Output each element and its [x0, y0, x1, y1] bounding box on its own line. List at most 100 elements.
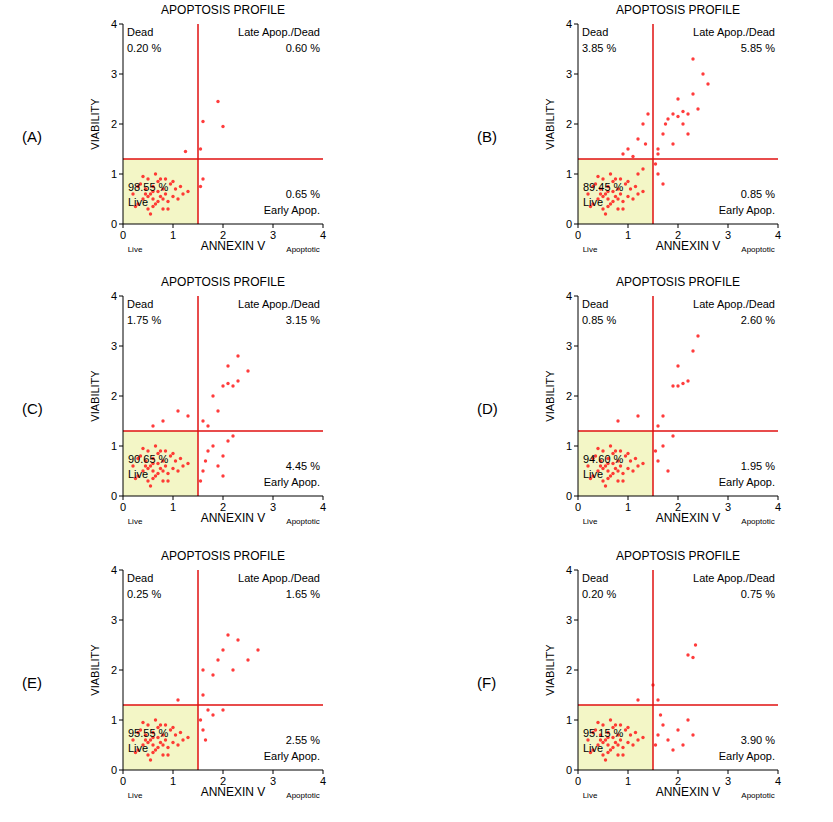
point — [256, 648, 259, 651]
x-tick — [628, 770, 629, 774]
y-tick — [119, 224, 123, 225]
x-end-label: Live — [128, 517, 143, 526]
x-tick-label: 3 — [270, 501, 276, 513]
x-label: ANNEXIN V — [201, 785, 266, 799]
point — [641, 190, 644, 193]
y-tick-label: 0 — [566, 490, 572, 502]
point — [609, 748, 612, 751]
point — [636, 137, 639, 140]
quadrant-name: Late Apop./Dead — [238, 298, 320, 310]
y-tick — [119, 770, 123, 771]
quadrant-value: 3.85 % — [582, 42, 616, 54]
x-tick-label: 1 — [625, 775, 631, 787]
x-end-label: Live — [583, 245, 598, 254]
point — [149, 212, 152, 215]
point — [676, 728, 679, 731]
point — [691, 349, 694, 352]
point — [226, 633, 229, 636]
x-tick — [728, 770, 729, 774]
y-tick — [119, 620, 123, 621]
point — [236, 354, 239, 357]
y-tick-label: 3 — [111, 340, 117, 352]
x-tick-label: 4 — [320, 229, 326, 241]
point — [691, 92, 694, 95]
point — [179, 185, 182, 188]
point — [614, 195, 617, 198]
panel-label: (D) — [477, 400, 498, 417]
point — [696, 107, 699, 110]
x-tick — [628, 224, 629, 228]
x-end-label: Apoptotic — [741, 245, 774, 254]
quadrant-value: 4.45 % — [286, 460, 320, 472]
y-threshold — [123, 704, 323, 706]
point — [201, 693, 204, 696]
point — [616, 743, 619, 746]
point — [186, 414, 189, 417]
quadrant-value: 0.20 % — [127, 42, 161, 54]
point — [666, 469, 669, 472]
point — [606, 197, 609, 200]
y-tick-label: 4 — [566, 564, 572, 576]
x-end-label: Apoptotic — [741, 517, 774, 526]
point — [614, 741, 617, 744]
point — [221, 474, 224, 477]
point — [626, 741, 629, 744]
point — [154, 172, 157, 175]
x-tick-label: 1 — [625, 229, 631, 241]
point — [171, 180, 174, 183]
panel: 0123401234APOPTOSIS PROFILE(D)ANNEXIN VV… — [477, 275, 781, 526]
point — [624, 728, 627, 731]
point — [151, 477, 154, 480]
point — [151, 469, 154, 472]
x-tick-label: 0 — [575, 501, 581, 513]
live-region — [578, 705, 653, 770]
y-tick-label: 1 — [566, 168, 572, 180]
y-tick — [119, 24, 123, 25]
y-tick — [574, 770, 578, 771]
point — [201, 469, 204, 472]
x-label: ANNEXIN V — [656, 511, 721, 525]
quadrant-name: Dead — [127, 572, 153, 584]
y-tick — [574, 446, 578, 447]
point — [231, 668, 234, 671]
point — [156, 472, 159, 475]
x-tick — [778, 224, 779, 228]
point — [211, 673, 214, 676]
x-end-label: Apoptotic — [741, 791, 774, 800]
quadrant-name: Early Apop. — [719, 476, 775, 488]
y-threshold — [578, 430, 778, 432]
x-tick — [578, 770, 579, 774]
quadrant-name: Late Apop./Dead — [238, 572, 320, 584]
x-label: ANNEXIN V — [201, 511, 266, 525]
x-tick-label: 0 — [575, 775, 581, 787]
point — [641, 167, 644, 170]
quadrant-name: Early Apop. — [264, 476, 320, 488]
panel-label: (F) — [477, 674, 496, 691]
y-tick — [574, 74, 578, 75]
y-threshold — [578, 704, 778, 706]
quadrant-value: 89.45 % — [583, 181, 624, 193]
point — [609, 474, 612, 477]
x-tick-label: 4 — [775, 229, 781, 241]
point — [184, 150, 187, 153]
live-region — [123, 431, 198, 496]
quadrant-name: Late Apop./Dead — [693, 572, 775, 584]
point — [159, 195, 162, 198]
x-tick — [123, 770, 124, 774]
quadrant-name: Dead — [127, 298, 153, 310]
point — [176, 409, 179, 412]
point — [621, 753, 624, 756]
point — [201, 419, 204, 422]
point — [221, 648, 224, 651]
y-tick-label: 0 — [111, 764, 117, 776]
x-threshold — [652, 296, 654, 496]
x-tick — [578, 496, 579, 500]
point — [141, 721, 144, 724]
point — [211, 444, 214, 447]
y-tick-label: 4 — [566, 18, 572, 30]
quadrant-name: Dead — [127, 26, 153, 38]
x-tick — [223, 770, 224, 774]
point — [151, 743, 154, 746]
quadrant-name: Dead — [582, 26, 608, 38]
point — [204, 459, 207, 462]
